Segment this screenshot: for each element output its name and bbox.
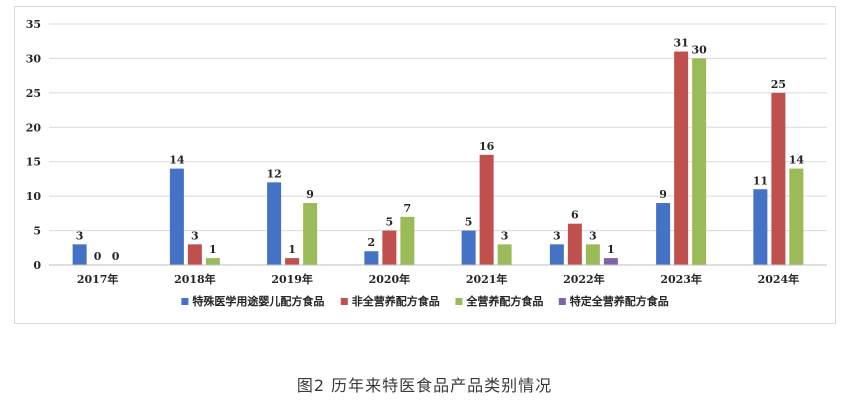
legend-label: 非全营养配方食品: [352, 294, 440, 308]
bar: [285, 258, 300, 265]
x-tick-label: 2023年: [660, 272, 702, 286]
bar: [205, 258, 220, 265]
y-tick-label: 30: [26, 52, 42, 65]
bar: [72, 244, 87, 265]
legend-label: 全营养配方食品: [465, 294, 543, 308]
data-label: 5: [465, 216, 473, 229]
data-label: 30: [691, 43, 707, 56]
bar: [789, 168, 804, 265]
data-label: 7: [404, 202, 412, 215]
y-tick-label: 15: [26, 156, 41, 169]
data-label: 0: [94, 250, 102, 263]
x-tick-label: 2021年: [466, 272, 508, 286]
y-tick-label: 25: [26, 87, 41, 100]
x-tick-label: 2024年: [758, 272, 800, 286]
data-label: 3: [589, 229, 597, 242]
x-tick-label: 2018年: [174, 272, 216, 286]
bar: [674, 51, 689, 265]
data-label: 14: [789, 154, 805, 167]
x-tick-label: 2017年: [77, 272, 119, 286]
data-label: 14: [169, 154, 185, 167]
bar: [479, 154, 494, 265]
bar: [549, 244, 564, 265]
data-label: 16: [479, 140, 495, 153]
x-tick-label: 2020年: [369, 272, 411, 286]
bar: [585, 244, 600, 265]
data-label: 3: [191, 229, 199, 242]
data-label: 3: [501, 229, 509, 242]
data-label: 11: [753, 174, 768, 187]
data-label: 31: [673, 37, 688, 50]
data-label: 12: [266, 167, 281, 180]
legend-swatch: [181, 298, 189, 305]
data-label: 1: [607, 243, 615, 256]
figure-caption: 图2 历年来特医食品产品类别情况: [296, 376, 553, 395]
legend-swatch: [558, 298, 566, 305]
bar: [364, 251, 379, 265]
data-label: 9: [306, 188, 314, 201]
y-tick-label: 35: [26, 18, 41, 31]
data-label: 5: [386, 216, 394, 229]
bar: [169, 168, 184, 265]
bar: [187, 244, 202, 265]
data-label: 0: [112, 250, 120, 263]
bar: [656, 203, 671, 265]
bar: [692, 58, 707, 265]
y-tick-label: 20: [26, 121, 42, 134]
data-label: 3: [553, 229, 561, 242]
data-label: 6: [571, 209, 579, 222]
bar: [497, 244, 512, 265]
y-tick-label: 5: [33, 225, 41, 238]
bar: [267, 182, 282, 265]
data-label: 1: [209, 243, 217, 256]
legend-label: 特殊医学用途婴儿配方食品: [192, 294, 324, 308]
data-label: 1: [288, 243, 296, 256]
bar: [400, 216, 415, 265]
data-label: 9: [659, 188, 667, 201]
bar: [567, 223, 582, 265]
bar: [303, 203, 318, 265]
bar: [461, 230, 476, 265]
chart-frame: 0 5 10 15 20 25 30 35 3 0 0 2017年 14 3 1 2018年 12 1 9 2019年…: [14, 6, 836, 324]
data-label: 3: [76, 229, 84, 242]
bar: [382, 230, 397, 265]
y-tick-label: 10: [26, 190, 42, 203]
data-label: 2: [368, 236, 376, 249]
legend-swatch: [340, 298, 348, 305]
bar: [603, 258, 618, 265]
legend-swatch: [455, 298, 463, 305]
bar: [753, 189, 768, 265]
bar: [771, 92, 786, 265]
legend-label: 特定全营养配方食品: [570, 294, 669, 308]
x-tick-label: 2022年: [563, 272, 605, 286]
data-label: 25: [771, 78, 786, 91]
x-tick-label: 2019年: [271, 272, 313, 286]
y-tick-label: 0: [33, 259, 41, 272]
